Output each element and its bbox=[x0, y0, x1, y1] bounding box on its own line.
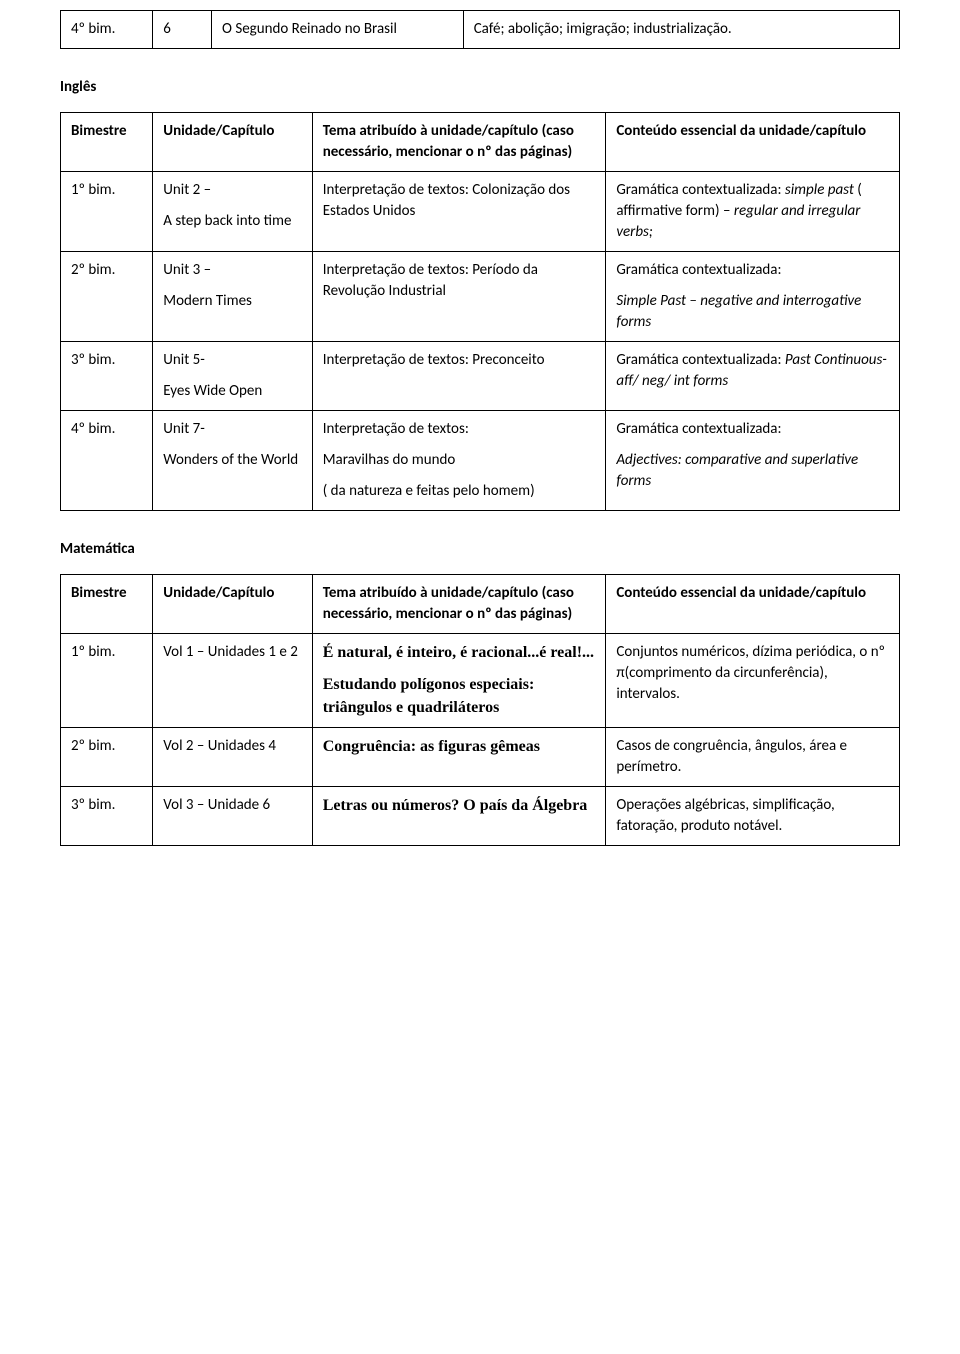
top-table: 4º bim. 6 O Segundo Reinado no Brasil Ca… bbox=[60, 10, 900, 49]
table-row: 4º bim. Unit 7- Wonders of the World Int… bbox=[61, 411, 900, 511]
cell-tema: Interpretação de textos: Maravilhas do m… bbox=[312, 411, 606, 511]
cell-conteudo: Gramática contextualizada: Past Continuo… bbox=[606, 342, 900, 411]
table-header-row: Bimestre Unidade/Capítulo Tema atribuído… bbox=[61, 575, 900, 634]
cell-conteudo: Operações algébricas, simplificação, fat… bbox=[606, 787, 900, 846]
cell-bimestre: 2º bim. bbox=[61, 728, 153, 787]
text: Gramática contextualizada: bbox=[616, 419, 889, 440]
table-row: 2º bim. Vol 2 – Unidades 4 Congruência: … bbox=[61, 728, 900, 787]
matematica-table: Bimestre Unidade/Capítulo Tema atribuído… bbox=[60, 574, 900, 846]
cell-conteudo: Gramática contextualizada: Adjectives: c… bbox=[606, 411, 900, 511]
cell-tema: Interpretação de textos: Colonização dos… bbox=[312, 172, 606, 252]
cell-unidade: Unit 7- Wonders of the World bbox=[153, 411, 312, 511]
cell-bimestre: 4º bim. bbox=[61, 411, 153, 511]
cell-bimestre: 1º bim. bbox=[61, 172, 153, 252]
unidade-line1: Unit 2 – bbox=[163, 180, 301, 201]
cell-unidade: O Segundo Reinado no Brasil bbox=[212, 11, 464, 49]
tema-line1: Interpretação de textos: bbox=[323, 419, 596, 440]
unidade-line1: Unit 3 – bbox=[163, 260, 301, 281]
table-row: 4º bim. 6 O Segundo Reinado no Brasil Ca… bbox=[61, 11, 900, 49]
cell-tema: Congruência: as figuras gêmeas bbox=[312, 728, 606, 787]
tema-line2: Estudando polígonos especiais: triângulo… bbox=[323, 674, 596, 719]
unidade-line2: A step back into time bbox=[163, 211, 301, 232]
text: Gramática contextualizada: bbox=[616, 181, 785, 199]
section-title-ingles: Inglês bbox=[60, 77, 900, 98]
unidade-line2: Eyes Wide Open bbox=[163, 381, 301, 402]
cell-bimestre: 1º bim. bbox=[61, 634, 153, 728]
text: Gramática contextualizada: bbox=[616, 351, 785, 369]
cell-conteudo: Casos de congruência, ângulos, área e pe… bbox=[606, 728, 900, 787]
unidade-line1: Unit 7- bbox=[163, 419, 301, 440]
cell-conteudo: Gramática contextualizada: Simple Past –… bbox=[606, 252, 900, 342]
cell-tema: É natural, é inteiro, é racional...é rea… bbox=[312, 634, 606, 728]
cell-tema: Letras ou números? O país da Álgebra bbox=[312, 787, 606, 846]
cell-num: 6 bbox=[153, 11, 212, 49]
table-header-row: Bimestre Unidade/Capítulo Tema atribuído… bbox=[61, 113, 900, 172]
cell-unidade: Vol 2 – Unidades 4 bbox=[153, 728, 312, 787]
col-tema: Tema atribuído à unidade/capítulo (caso … bbox=[312, 113, 606, 172]
col-unidade: Unidade/Capítulo bbox=[153, 575, 312, 634]
table-row: 3º bim. Unit 5- Eyes Wide Open Interpret… bbox=[61, 342, 900, 411]
table-row: 3º bim. Vol 3 – Unidade 6 Letras ou núme… bbox=[61, 787, 900, 846]
cell-bimestre: 3º bim. bbox=[61, 787, 153, 846]
cell-tema: Interpretação de textos: Preconceito bbox=[312, 342, 606, 411]
text-italic: Simple Past – negative and interrogative… bbox=[616, 291, 889, 333]
col-tema: Tema atribuído à unidade/capítulo (caso … bbox=[312, 575, 606, 634]
cell-unidade: Vol 1 – Unidades 1 e 2 bbox=[153, 634, 312, 728]
col-conteudo: Conteúdo essencial da unidade/capítulo bbox=[606, 575, 900, 634]
table-row: 1º bim. Unit 2 – A step back into time I… bbox=[61, 172, 900, 252]
table-row: 2º bim. Unit 3 – Modern Times Interpreta… bbox=[61, 252, 900, 342]
cell-bimestre: 2º bim. bbox=[61, 252, 153, 342]
text-italic: simple past bbox=[785, 181, 857, 199]
cell-unidade: Vol 3 – Unidade 6 bbox=[153, 787, 312, 846]
cell-conteudo: Café; abolição; imigração; industrializa… bbox=[463, 11, 899, 49]
cell-unidade: Unit 5- Eyes Wide Open bbox=[153, 342, 312, 411]
col-unidade: Unidade/Capítulo bbox=[153, 113, 312, 172]
section-title-matematica: Matemática bbox=[60, 539, 900, 560]
cell-unidade: Unit 3 – Modern Times bbox=[153, 252, 312, 342]
col-bimestre: Bimestre bbox=[61, 113, 153, 172]
tema-line2: Maravilhas do mundo bbox=[323, 450, 596, 471]
tema-line1: É natural, é inteiro, é racional...é rea… bbox=[323, 642, 596, 664]
col-bimestre: Bimestre bbox=[61, 575, 153, 634]
cell-unidade: Unit 2 – A step back into time bbox=[153, 172, 312, 252]
text: Gramática contextualizada: bbox=[616, 260, 889, 281]
cell-bimestre: 3º bim. bbox=[61, 342, 153, 411]
cell-bimestre: 4º bim. bbox=[61, 11, 153, 49]
table-row: 1º bim. Vol 1 – Unidades 1 e 2 É natural… bbox=[61, 634, 900, 728]
unidade-line1: Unit 5- bbox=[163, 350, 301, 371]
text-italic: Adjectives: comparative and superlative … bbox=[616, 450, 889, 492]
unidade-line2: Modern Times bbox=[163, 291, 301, 312]
ingles-table: Bimestre Unidade/Capítulo Tema atribuído… bbox=[60, 112, 900, 511]
unidade-line2: Wonders of the World bbox=[163, 450, 301, 471]
tema-line3: ( da natureza e feitas pelo homem) bbox=[323, 481, 596, 502]
col-conteudo: Conteúdo essencial da unidade/capítulo bbox=[606, 113, 900, 172]
cell-conteudo: Conjuntos numéricos, dízima periódica, o… bbox=[606, 634, 900, 728]
cell-tema: Interpretação de textos: Período da Revo… bbox=[312, 252, 606, 342]
cell-conteudo: Gramática contextualizada: simple past (… bbox=[606, 172, 900, 252]
